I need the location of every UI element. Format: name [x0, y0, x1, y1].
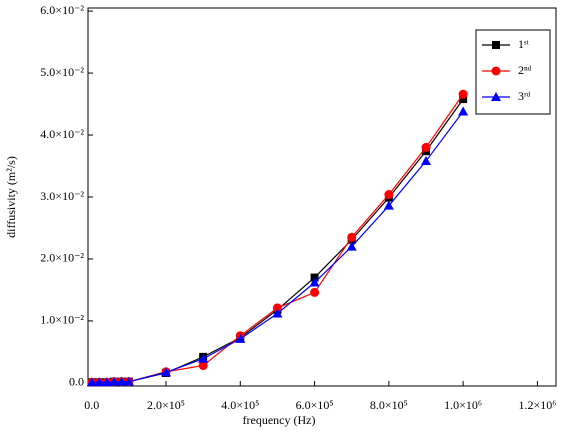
- y-tick-label: 6.0×10⁻²: [40, 3, 84, 17]
- y-tick-label: 3.0×10⁻²: [40, 189, 84, 203]
- legend: 1ˢᵗ 2ⁿᵈ 3ʳᵈ: [475, 29, 551, 115]
- marker: [272, 308, 283, 318]
- marker: [458, 106, 469, 116]
- marker: [123, 376, 134, 386]
- y-tick-label: 5.0×10⁻²: [40, 65, 84, 79]
- x-tick-label: 1.0×10⁶: [444, 398, 482, 412]
- marker: [94, 377, 105, 387]
- marker: [384, 190, 394, 200]
- legend-label: 3ʳᵈ: [518, 89, 531, 103]
- marker: [198, 353, 209, 363]
- marker: [198, 361, 208, 371]
- marker: [101, 377, 112, 387]
- y-tick-label: 0.0: [69, 375, 84, 389]
- marker: [161, 367, 171, 377]
- x-tick-label: 4.0×10⁵: [221, 398, 259, 412]
- series-line: [91, 98, 464, 383]
- marker: [310, 287, 320, 297]
- legend-label: 2ⁿᵈ: [518, 63, 532, 77]
- y-axis-label: diffusivity (m²/s): [4, 156, 18, 238]
- marker: [421, 156, 431, 166]
- marker: [272, 303, 282, 313]
- legend-box: [475, 29, 551, 115]
- marker: [235, 333, 246, 343]
- marker: [491, 66, 501, 76]
- series-line: [91, 93, 464, 383]
- marker: [309, 277, 320, 287]
- y-tick-label: 2.0×10⁻²: [40, 251, 84, 265]
- x-tick-label: 2.0×10⁵: [147, 398, 185, 412]
- y-tick-label: 4.0×10⁻²: [40, 127, 84, 141]
- marker: [383, 200, 394, 210]
- marker: [421, 142, 431, 152]
- x-tick-label: 8.0×10⁵: [370, 398, 408, 412]
- marker: [458, 89, 468, 99]
- marker: [346, 241, 357, 251]
- series-line: [91, 111, 464, 383]
- x-tick-label: 0.0: [84, 398, 99, 412]
- x-axis-label: frequency (Hz): [243, 413, 316, 427]
- marker: [116, 376, 127, 386]
- x-tick-label: 1.2×10⁶: [518, 398, 556, 412]
- marker: [86, 377, 97, 387]
- marker: [347, 232, 357, 242]
- marker: [109, 376, 119, 386]
- marker: [491, 92, 501, 101]
- legend-label: 1ˢᵗ: [518, 37, 530, 51]
- marker: [492, 41, 500, 49]
- x-tick-label: 6.0×10⁵: [296, 398, 334, 412]
- y-tick-label: 1.0×10⁻²: [40, 313, 84, 327]
- marker: [459, 95, 468, 104]
